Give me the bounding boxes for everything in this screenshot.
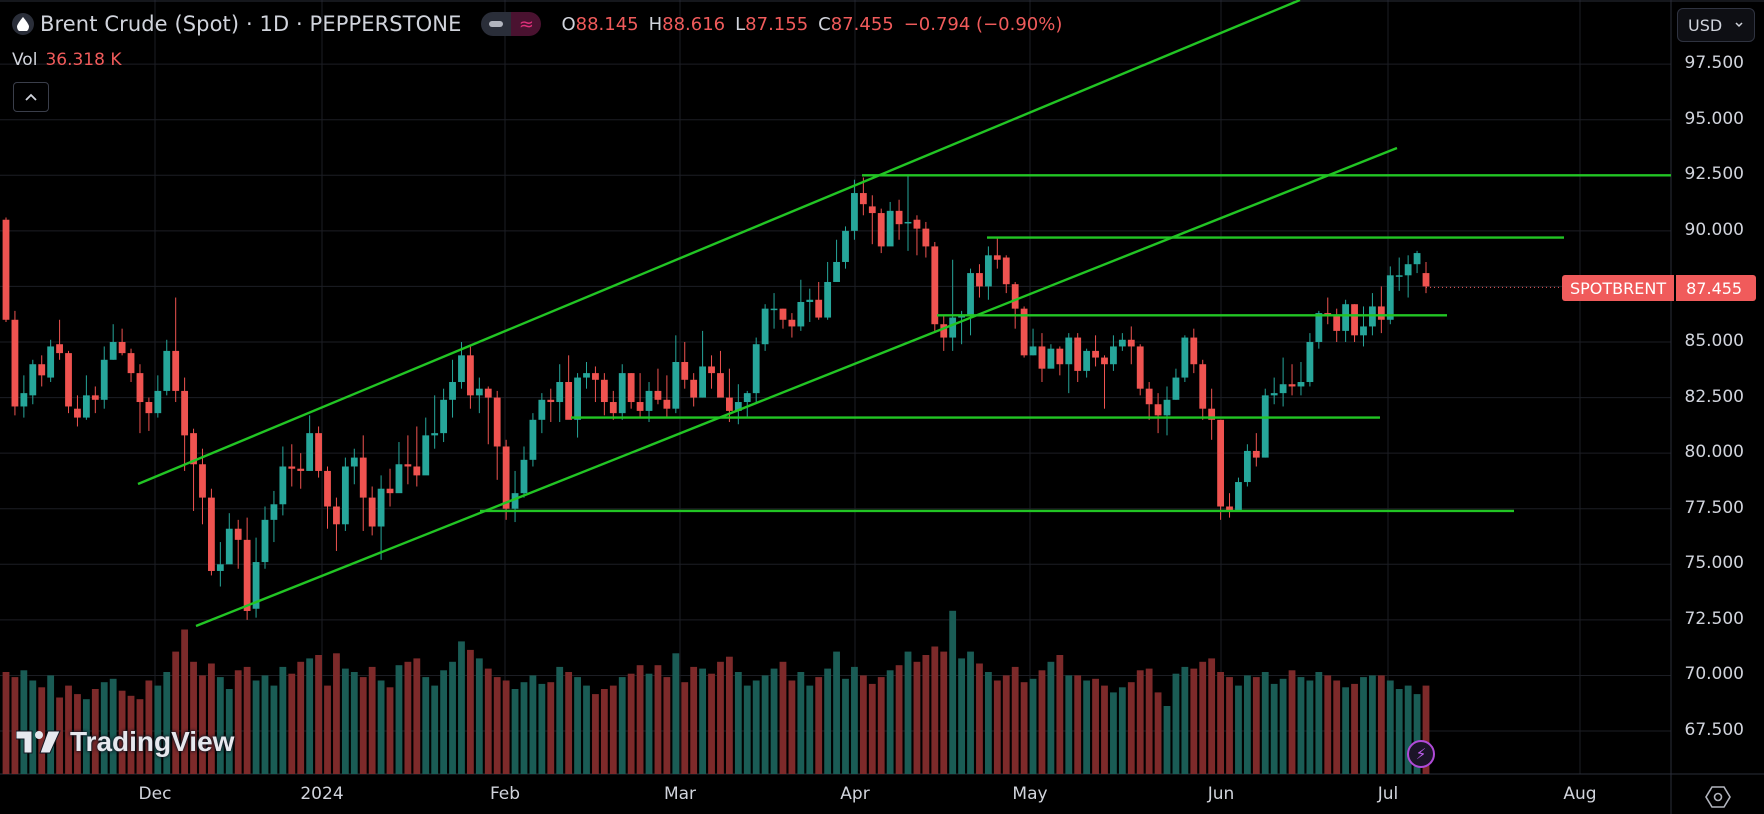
- price-tick: 85.000: [1684, 331, 1744, 351]
- approx-icon[interactable]: ≈: [511, 12, 542, 36]
- price-tick: 67.500: [1684, 720, 1744, 741]
- chevron-down-icon: [1735, 22, 1743, 28]
- price-tick: 80.000: [1684, 442, 1744, 463]
- hide-icon[interactable]: [481, 12, 512, 36]
- legend-toggle-chip[interactable]: ≈: [481, 12, 542, 36]
- volume-legend: Vol 36.318 K: [12, 50, 122, 70]
- time-tick: Jul: [1377, 784, 1399, 804]
- time-tick: May: [1012, 784, 1048, 804]
- volume-value: 36.318 K: [45, 50, 122, 70]
- price-tick: 82.500: [1684, 386, 1744, 407]
- price-tick: 70.000: [1684, 664, 1744, 685]
- price-tick: 97.500: [1684, 53, 1744, 74]
- symbol-title[interactable]: Brent Crude (Spot) · 1D · PEPPERSTONE: [40, 12, 462, 36]
- last-price: 87.455: [1676, 275, 1757, 301]
- time-tick: Apr: [840, 784, 870, 804]
- chart-legend: Brent Crude (Spot) · 1D · PEPPERSTONE ≈ …: [12, 10, 1062, 38]
- ohlc-values: O88.145 H88.616 L87.155 C87.455 −0.794 (…: [561, 13, 1063, 35]
- price-tick: 77.500: [1684, 497, 1744, 518]
- price-change: −0.794 (−0.90%): [903, 13, 1063, 35]
- oil-drop-icon: [12, 13, 34, 35]
- time-tick: Feb: [489, 784, 521, 804]
- time-tick: Jun: [1207, 784, 1235, 804]
- price-tick: 95.000: [1684, 108, 1744, 129]
- tradingview-watermark[interactable]: TradingView: [16, 726, 234, 758]
- channel-lower-line: [195, 146, 1398, 628]
- time-tick: Mar: [663, 784, 697, 804]
- price-tick: 90.000: [1684, 219, 1744, 240]
- price-tick: 72.500: [1684, 608, 1744, 629]
- time-tick: Aug: [1563, 784, 1597, 804]
- last-price-tag: SPOTBRENT 87.455: [1562, 275, 1757, 301]
- channel-upper-line: [137, 0, 1301, 486]
- time-tick: 2024: [300, 784, 344, 804]
- time-tick: Dec: [138, 784, 172, 804]
- lightning-icon[interactable]: ⚡: [1407, 740, 1435, 768]
- settings-icon[interactable]: [1705, 784, 1731, 814]
- chevron-up-icon: [25, 93, 37, 101]
- collapse-legend-button[interactable]: [13, 82, 49, 112]
- price-tick: 75.000: [1684, 553, 1744, 574]
- currency-select[interactable]: USD: [1677, 8, 1755, 42]
- symbol-tag: SPOTBRENT: [1562, 275, 1675, 301]
- tradingview-logo-icon: [16, 730, 61, 754]
- price-tick: 92.500: [1684, 164, 1744, 185]
